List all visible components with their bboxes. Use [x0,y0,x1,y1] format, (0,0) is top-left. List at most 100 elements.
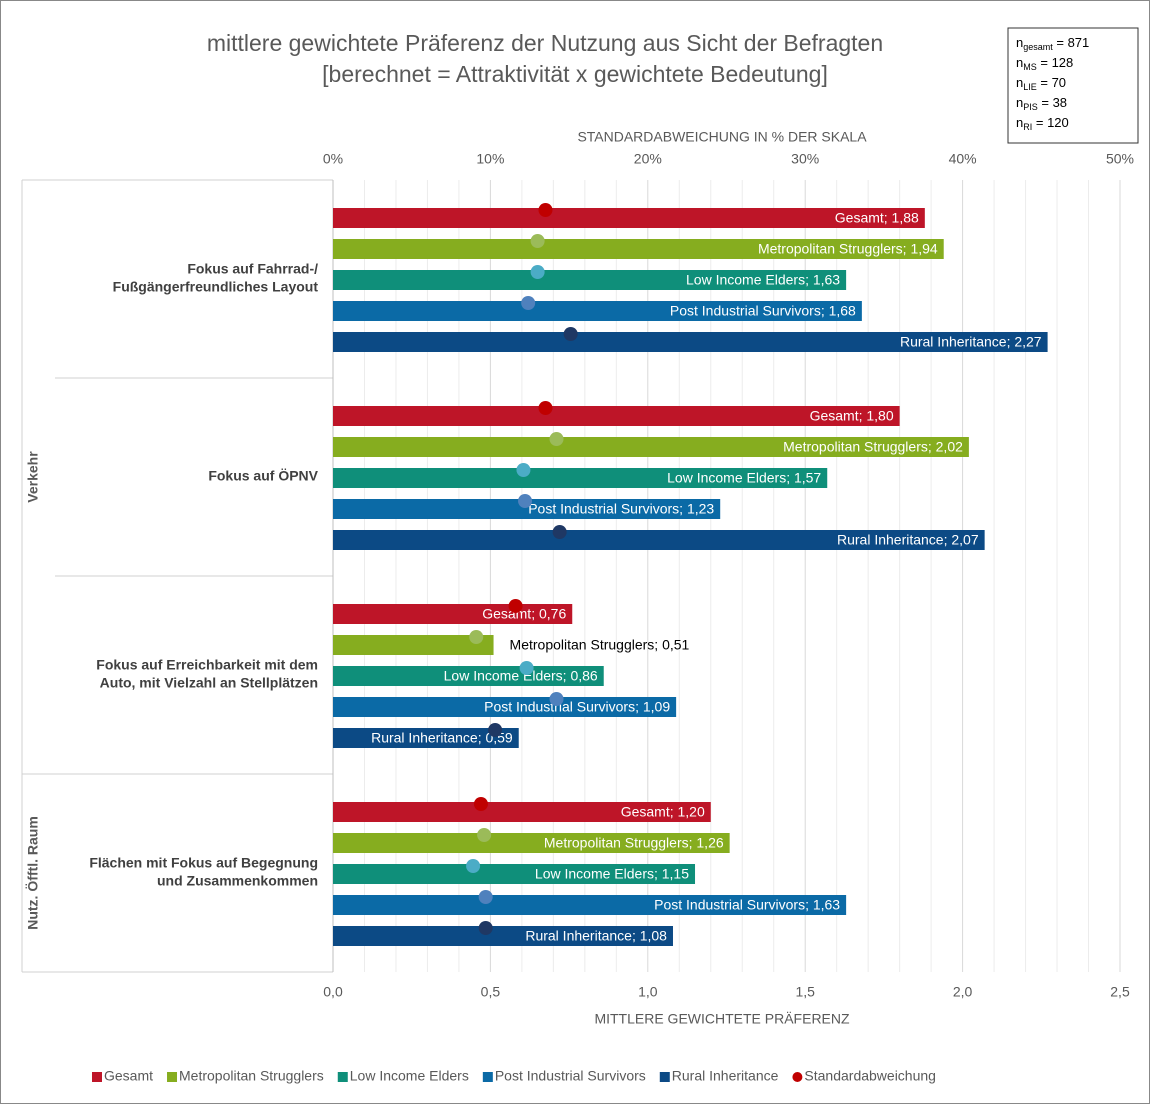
x-tick-label: 2,0 [953,984,973,1000]
bar [333,895,847,915]
legend-swatch [792,1072,803,1082]
group-label: Verkehr [25,451,41,503]
x-tick-label: 0,0 [323,984,343,1000]
category-label: Fokus auf ÖPNV [208,468,318,484]
x2-tick-label: 40% [949,151,977,167]
bar [333,926,673,946]
bar [333,697,677,717]
sample-base: n [1016,75,1023,90]
bar [333,406,900,426]
x2-tick-label: 50% [1106,151,1134,167]
sample-base: n [1016,95,1023,110]
sample-base: n [1016,55,1023,70]
value-label: Metropolitan Strugglers; 0,51 [510,637,690,653]
value-label: Metropolitan Strugglers; 1,94 [758,241,938,257]
category-label: Flächen mit Fokus auf Begegnung [89,855,318,871]
sample-sub: RI [1023,122,1032,132]
sd-marker [473,797,488,811]
sample-rest: = 871 [1056,35,1089,50]
sd-marker [478,890,493,904]
sd-marker [530,234,545,248]
bar [333,833,730,853]
sd-marker [518,494,533,508]
value-label: Low Income Elders; 0,86 [444,668,598,684]
sample-base: n [1016,35,1023,50]
sd-marker [549,692,564,706]
sample-size: nRI = 120 [1016,115,1069,132]
value-label: Post Industrial Survivors; 1,23 [528,501,714,517]
sample-sub: LIE [1023,82,1037,92]
x-tick-label: 1,0 [638,984,658,1000]
value-label: Low Income Elders; 1,57 [667,470,821,486]
sample-size: nPIS = 38 [1016,95,1067,112]
category-label: Fokus auf Fahrrad-/ [187,261,318,277]
x2-tick-label: 20% [634,151,662,167]
sample-rest: = 38 [1041,95,1067,110]
chart-title: [berechnet = Attraktivität x gewichtete … [322,61,828,87]
sample-size: nLIE = 70 [1016,75,1066,92]
sample-rest: = 120 [1036,115,1069,130]
sample-rest: = 70 [1040,75,1066,90]
value-label: Rural Inheritance; 2,27 [900,334,1042,350]
sd-marker [563,327,578,341]
x2-axis-label: STANDARDABWEICHUNG IN % DER SKALA [577,129,867,145]
value-label: Metropolitan Strugglers; 2,02 [783,439,963,455]
legend-label: Gesamt [104,1068,153,1084]
bar [333,802,711,822]
category-label: Auto, mit Vielzahl an Stellplätzen [100,675,318,691]
sd-marker [521,296,536,310]
sd-marker [519,661,534,675]
sd-marker [488,723,503,737]
legend-swatch [337,1072,348,1082]
value-label: Gesamt; 1,80 [810,408,894,424]
category-label: Fokus auf Erreichbarkeit mit dem [96,657,318,673]
sample-sub: MS [1023,62,1037,72]
sd-marker [552,525,567,539]
value-label: Metropolitan Strugglers; 1,26 [544,835,724,851]
sd-marker [538,401,553,415]
bar [333,666,604,686]
bar [333,437,969,457]
sd-marker [466,859,481,873]
group-label: Nutz. Öfftl. Raum [25,816,41,930]
sd-marker [469,630,484,644]
value-label: Low Income Elders; 1,63 [686,272,840,288]
category-label: und Zusammenkommen [157,873,318,889]
x2-tick-label: 0% [323,151,343,167]
chart-title: mittlere gewichtete Präferenz der Nutzun… [207,30,883,56]
bar [333,499,721,519]
bar [333,864,696,884]
bar [333,728,519,748]
value-label: Gesamt; 1,88 [835,210,919,226]
bar [333,270,847,290]
x-tick-label: 0,5 [481,984,501,1000]
legend-swatch [167,1072,178,1082]
legend-label: Rural Inheritance [672,1068,779,1084]
bar [333,468,828,488]
x2-tick-label: 10% [476,151,504,167]
legend-swatch [92,1072,102,1082]
legend-label: Low Income Elders [350,1068,469,1084]
sample-base: n [1016,115,1023,130]
bar [333,635,494,655]
sample-size: ngesamt = 871 [1016,35,1089,52]
sample-size: nMS = 128 [1016,55,1073,72]
sample-sub: PIS [1023,102,1038,112]
sample-rest: = 128 [1040,55,1073,70]
value-label: Rural Inheritance; 0,59 [371,730,513,746]
sd-marker [538,203,553,217]
sample-sub: gesamt [1023,42,1053,52]
sd-marker [549,432,564,446]
sd-marker [478,921,493,935]
legend-swatch [659,1072,670,1082]
bar [333,530,985,550]
sd-marker [477,828,492,842]
legend-swatch [482,1072,493,1082]
value-label: Gesamt; 0,76 [482,606,566,622]
value-label: Post Industrial Survivors; 1,68 [670,303,856,319]
x-axis-label: MITTLERE GEWICHTETE PRÄFERENZ [594,1011,850,1027]
sd-marker [508,599,523,613]
legend-label: Standardabweichung [804,1068,936,1084]
